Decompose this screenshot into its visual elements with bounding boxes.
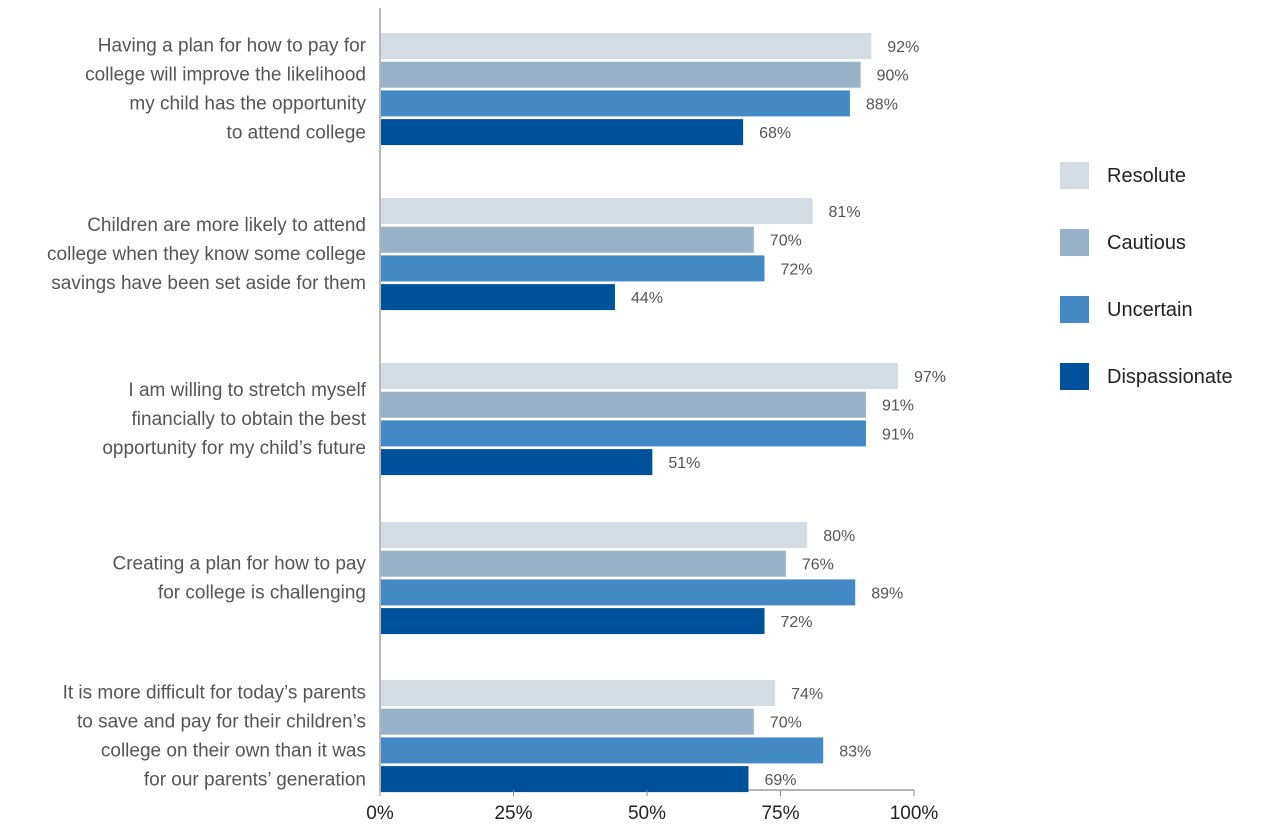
- value-label-uncertain-3: 91%: [882, 426, 914, 443]
- bar-resolute-4: [381, 522, 808, 548]
- category-label-5: It is more difficult for today’s parents…: [63, 683, 366, 791]
- category-label-line: to save and pay for their children’s: [77, 712, 366, 733]
- value-label-cautious-5: 70%: [770, 715, 802, 732]
- category-label-line: my child has the opportunity: [129, 94, 366, 115]
- x-tick-label-100: 100%: [890, 803, 939, 824]
- bar-resolute-1: [381, 33, 872, 59]
- value-label-uncertain-5: 83%: [839, 743, 871, 760]
- legend-item-dispassionate: Dispassionate: [1060, 363, 1233, 390]
- bar-resolute-2: [381, 198, 813, 224]
- value-label-uncertain-2: 72%: [780, 261, 812, 278]
- bar-dispassionate-4: [381, 608, 765, 635]
- x-tick-label-50: 50%: [628, 803, 666, 824]
- value-label-dispassionate-1: 68%: [759, 125, 791, 142]
- value-label-uncertain-4: 89%: [871, 585, 903, 602]
- category-label-line: for our parents’ generation: [144, 770, 366, 791]
- bar-uncertain-1: [381, 90, 850, 117]
- bar-cautious-2: [381, 226, 754, 253]
- category-label-line: college on their own than it was: [101, 741, 366, 762]
- bar-dispassionate-2: [381, 284, 615, 311]
- category-label-line: I am willing to stretch myself: [128, 380, 366, 401]
- category-label-line: opportunity for my child’s future: [102, 438, 366, 459]
- value-label-cautious-2: 70%: [770, 233, 802, 250]
- bar-cautious-1: [381, 61, 861, 88]
- legend-label: Uncertain: [1107, 299, 1193, 321]
- category-label-line: It is more difficult for today’s parents: [63, 683, 366, 704]
- legend-swatch: [1060, 363, 1089, 390]
- legend-label: Dispassionate: [1107, 366, 1233, 388]
- category-labels: Having a plan for how to pay for college …: [47, 36, 367, 791]
- category-label-line: for college is challenging: [158, 583, 366, 604]
- bars: 92%90%88%68%81%70%72%44%97%91%91%51%80%7…: [381, 33, 946, 793]
- category-label-line: financially to obtain the best: [132, 409, 367, 430]
- category-label-line: Children are more likely to attend: [87, 215, 366, 236]
- category-label-line: Creating a plan for how to pay: [113, 554, 367, 575]
- bar-dispassionate-5: [381, 766, 749, 793]
- bar-uncertain-5: [381, 737, 824, 764]
- value-label-resolute-1: 92%: [887, 39, 919, 56]
- value-label-dispassionate-3: 51%: [668, 455, 700, 472]
- bar-uncertain-3: [381, 420, 866, 447]
- legend-swatch: [1060, 229, 1089, 256]
- legend-item-cautious: Cautious: [1060, 229, 1186, 256]
- value-label-cautious-1: 90%: [877, 68, 909, 85]
- value-label-cautious-4: 76%: [802, 557, 834, 574]
- value-label-dispassionate-2: 44%: [631, 290, 663, 307]
- legend-swatch: [1060, 296, 1089, 323]
- bar-resolute-5: [381, 680, 776, 706]
- bar-cautious-5: [381, 708, 754, 735]
- category-label-4: Creating a plan for how to pay for colleg…: [113, 554, 367, 604]
- legend-item-uncertain: Uncertain: [1060, 296, 1193, 323]
- bar-uncertain-4: [381, 579, 856, 606]
- bar-dispassionate-3: [381, 449, 653, 476]
- bar-dispassionate-1: [381, 119, 744, 146]
- x-tick-label-75: 75%: [761, 803, 799, 824]
- x-axis-ticks: 0% 25% 50% 75% 100%: [366, 790, 938, 824]
- value-label-resolute-3: 97%: [914, 369, 946, 386]
- value-label-dispassionate-5: 69%: [764, 772, 796, 789]
- x-tick-label-0: 0%: [366, 803, 394, 824]
- category-label-3: I am willing to stretch myself financiall…: [102, 380, 366, 459]
- category-label-line: Having a plan for how to pay for: [98, 36, 367, 57]
- legend: Resolute Cautious Uncertain Dispassionate: [1060, 162, 1233, 390]
- bar-uncertain-2: [381, 255, 765, 282]
- value-label-dispassionate-4: 72%: [780, 614, 812, 631]
- value-label-uncertain-1: 88%: [866, 96, 898, 113]
- bar-cautious-3: [381, 391, 866, 418]
- category-label-line: to attend college: [227, 123, 366, 144]
- legend-swatch: [1060, 162, 1089, 189]
- x-tick-label-25: 25%: [494, 803, 532, 824]
- category-label-line: college when they know some college: [47, 244, 366, 265]
- legend-label: Resolute: [1107, 165, 1186, 187]
- category-label-line: college will improve the likelihood: [85, 65, 366, 86]
- bar-cautious-4: [381, 550, 786, 577]
- value-label-cautious-3: 91%: [882, 398, 914, 415]
- category-label-line: savings have been set aside for them: [51, 273, 366, 294]
- bar-resolute-3: [381, 363, 898, 389]
- category-label-2: Children are more likely to attend colleg…: [47, 215, 366, 294]
- category-label-1: Having a plan for how to pay for college …: [85, 36, 367, 144]
- legend-label: Cautious: [1107, 232, 1186, 254]
- value-label-resolute-2: 81%: [829, 204, 861, 221]
- value-label-resolute-4: 80%: [823, 528, 855, 545]
- value-label-resolute-5: 74%: [791, 686, 823, 703]
- legend-item-resolute: Resolute: [1060, 162, 1186, 189]
